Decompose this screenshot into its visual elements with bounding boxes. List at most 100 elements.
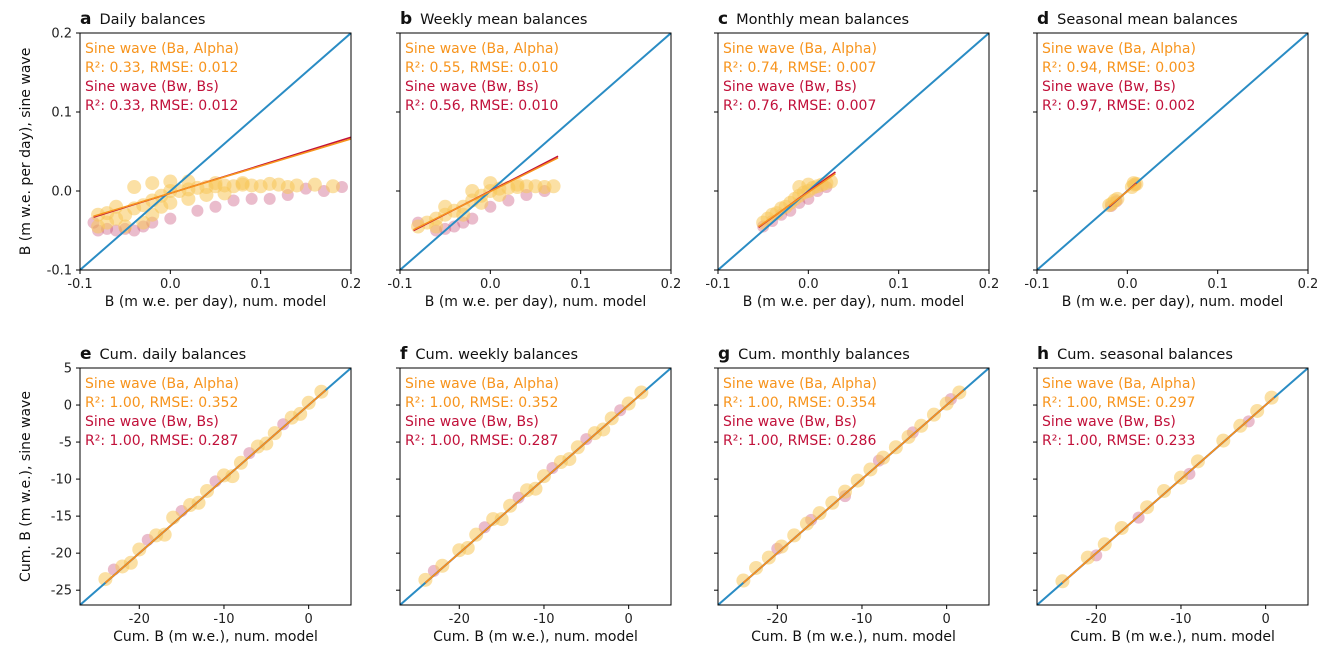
- scatter-point-a: [1190, 454, 1205, 469]
- x-axis-label: B (m w.e. per day), num. model: [105, 294, 326, 310]
- scatter-point-a: [262, 176, 277, 191]
- scatter-point-b: [245, 192, 258, 205]
- x-tick-label: 0.0: [1117, 277, 1138, 292]
- scatter-point-b: [478, 521, 491, 534]
- scatter-point-a: [799, 516, 814, 531]
- panel-letter: a: [80, 9, 91, 29]
- plot-area: [1037, 33, 1308, 270]
- scatter-point-a: [325, 179, 340, 194]
- panel-letter: c: [718, 9, 728, 29]
- scatter-point-b: [209, 200, 222, 213]
- panel-d: -0.1 0.0 0.1 0.2 d Seasonal mean balances Sine…: [1024, 9, 1318, 310]
- panel-a: -0.1 0.0 0.1 0.2 -0.1 0.0 0.1 0.2 a Daily balance…: [18, 9, 361, 310]
- x-tick-label: -0.1: [387, 277, 412, 292]
- scatter-point-a: [163, 195, 178, 210]
- legend-series-b-name: Sine wave (Bw, Bs): [85, 79, 219, 95]
- legend-series-b-name: Sine wave (Bw, Bs): [405, 414, 539, 430]
- legend-series-a-stats: R²: 1.00, RMSE: 0.352: [85, 395, 238, 411]
- y-tick-label: -5: [59, 436, 72, 451]
- x-tick-label: -20: [129, 612, 150, 627]
- scatter-point-a: [503, 498, 518, 513]
- scatter-point-a: [1114, 520, 1129, 535]
- x-axis-label: Cum. B (m w.e.), num. model: [751, 629, 956, 645]
- legend-series-b-stats: R²: 0.33, RMSE: 0.012: [85, 98, 238, 114]
- fit-line-a: [424, 389, 647, 584]
- panel-title: d Seasonal mean balances: [1037, 9, 1238, 29]
- legend-series-a-name: Sine wave (Ba, Alpha): [85, 41, 239, 57]
- legend-series-a-stats: R²: 1.00, RMSE: 0.354: [723, 395, 876, 411]
- panel-e: -20 -10 0 -25 -20 -15 -10 -5 0 5e Cum. daily balan…: [18, 344, 352, 645]
- scatter-point-a: [1157, 483, 1172, 498]
- legend-series-a-name: Sine wave (Ba, Alpha): [723, 41, 877, 57]
- scatter-point-a: [749, 560, 764, 575]
- fit-line-a: [742, 389, 965, 584]
- legend-series-a-stats: R²: 0.94, RMSE: 0.003: [1042, 60, 1195, 76]
- x-tick-label: 0.2: [979, 277, 1000, 292]
- x-tick-label: -0.1: [705, 277, 730, 292]
- scatter-point-a: [314, 384, 329, 399]
- axes-frame: [79, 367, 352, 606]
- scatter-point-a: [118, 219, 133, 234]
- legend-series-b-name: Sine wave (Bw, Bs): [723, 414, 857, 430]
- x-tick-label: 0: [625, 612, 633, 627]
- scatter-point-a: [736, 573, 751, 588]
- legend-series-b-stats: R²: 0.97, RMSE: 0.002: [1042, 98, 1195, 114]
- x-tick-label: 0: [943, 612, 951, 627]
- panel-b: -0.1 0.0 0.1 0.2 b Weekly mean balances Sine w…: [387, 9, 681, 310]
- x-tick-label: 0.0: [480, 277, 501, 292]
- scatter-point-a: [157, 527, 172, 542]
- x-tick-label: -0.1: [67, 277, 92, 292]
- legend-series-a-stats: R²: 0.55, RMSE: 0.010: [405, 60, 558, 76]
- scatter-point-a: [460, 540, 475, 555]
- scatter-point-a: [838, 484, 853, 499]
- panel-title-text: Cum. weekly balances: [415, 347, 578, 363]
- panel-title-text: Cum. daily balances: [100, 347, 247, 363]
- one-to-one-line: [718, 33, 989, 270]
- scatter-point-b: [164, 212, 177, 225]
- x-tick-label: 0.1: [888, 277, 909, 292]
- legend-series-a-name: Sine wave (Ba, Alpha): [1042, 376, 1196, 392]
- legend-series-a-stats: R²: 1.00, RMSE: 0.352: [405, 395, 558, 411]
- scatter-point-a: [596, 422, 611, 437]
- y-axis-label: B (m w.e. per day), sine wave: [18, 48, 34, 256]
- legend-series-b-stats: R²: 0.76, RMSE: 0.007: [723, 98, 876, 114]
- x-tick-label: -20: [767, 612, 788, 627]
- scatter-point-a: [774, 539, 789, 554]
- legend-series-b-stats: R²: 0.56, RMSE: 0.010: [405, 98, 558, 114]
- x-axis-label: B (m w.e. per day), num. model: [743, 294, 964, 310]
- legend-series-b-name: Sine wave (Bw, Bs): [1042, 79, 1176, 95]
- panel-title-text: Cum. monthly balances: [738, 347, 910, 363]
- scatter-point-a: [536, 469, 551, 484]
- scatter-point-a: [145, 207, 160, 222]
- scatter-point-a: [435, 558, 450, 573]
- axes-frame: [717, 367, 990, 606]
- scatter-point-a: [1264, 390, 1279, 405]
- x-tick-label: -0.1: [1024, 277, 1049, 292]
- panel-title-text: Daily balances: [99, 12, 205, 28]
- x-tick-label: 0.1: [1207, 277, 1228, 292]
- scatter-point-b: [448, 220, 461, 233]
- panel-letter: h: [1037, 344, 1049, 364]
- y-tick-label: -20: [51, 547, 72, 562]
- panel-title-text: Cum. seasonal balances: [1057, 347, 1233, 363]
- scatter-point-a: [570, 440, 585, 455]
- scatter-point-b: [512, 491, 525, 504]
- panel-letter: d: [1037, 9, 1049, 29]
- y-tick-label: -0.1: [47, 264, 72, 279]
- axes-frame: [1036, 32, 1309, 271]
- legend-series-b-stats: R²: 1.00, RMSE: 0.287: [405, 433, 558, 449]
- panel-f: -20 -10 0 f Cum. weekly balances Sine wave (B…: [396, 344, 672, 645]
- axes-frame: [399, 32, 672, 271]
- panel-letter: b: [400, 9, 412, 29]
- x-tick-label: 0.0: [160, 277, 181, 292]
- legend-series-b-name: Sine wave (Bw, Bs): [85, 414, 219, 430]
- scatter-point-a: [787, 528, 802, 543]
- panel-letter: f: [400, 344, 408, 364]
- scatter-point-a: [546, 179, 561, 194]
- legend-series-a-name: Sine wave (Ba, Alpha): [405, 41, 559, 57]
- scatter-point-a: [280, 180, 295, 195]
- legend-series-b-stats: R²: 1.00, RMSE: 0.287: [85, 433, 238, 449]
- plot-area: [718, 368, 989, 605]
- legend-series-b-stats: R²: 1.00, RMSE: 0.286: [723, 433, 876, 449]
- x-tick-label: 0.1: [250, 277, 271, 292]
